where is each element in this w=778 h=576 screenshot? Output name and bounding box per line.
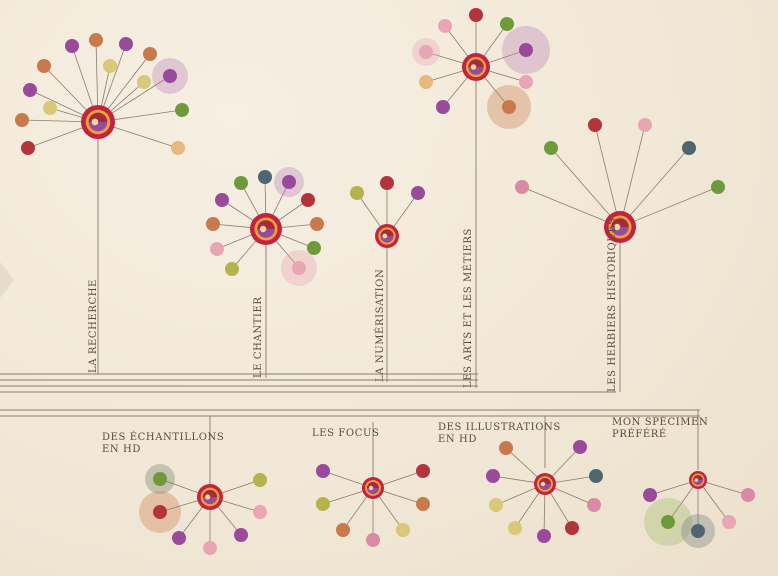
herbiers-branch-4 — [521, 186, 621, 228]
herbiers-branch-3 — [619, 147, 690, 228]
herbiers-hub-dot — [613, 223, 621, 231]
arts-node-6 — [519, 75, 533, 89]
herbiers-node-4 — [515, 180, 529, 194]
echantillons-node-4 — [172, 531, 186, 545]
left-arrow-icon[interactable] — [0, 262, 14, 298]
chantier-hub-dot — [259, 225, 267, 233]
recherche-node-13 — [171, 141, 185, 155]
recherche-node-1 — [89, 33, 103, 47]
herbiers-node-1 — [638, 118, 652, 132]
arts-node-3 — [419, 45, 433, 59]
specimen-node-4 — [691, 524, 705, 538]
specimen-node-2 — [722, 515, 736, 529]
specimen-node-1 — [741, 488, 755, 502]
illustrations-node-7 — [565, 521, 579, 535]
numerisation-node-0 — [350, 186, 364, 200]
arts-node-5 — [419, 75, 433, 89]
echantillons-node-3 — [253, 505, 267, 519]
recherche-node-7 — [137, 75, 151, 89]
recherche-hub-dot — [91, 118, 99, 126]
herbiers-node-2 — [544, 141, 558, 155]
label-les-herbiers-historiques[interactable]: LES HERBIERS HISTORIQUES — [607, 217, 618, 392]
arts-hub-dot — [470, 64, 477, 70]
chantier-node-8 — [307, 241, 321, 255]
chantier-node-2 — [282, 175, 296, 189]
chantier-node-3 — [215, 193, 229, 207]
arts-node-0 — [469, 8, 483, 22]
focus-node-5 — [416, 497, 430, 511]
focus-node-2 — [336, 523, 350, 537]
focus-node-4 — [396, 523, 410, 537]
recherche-node-5 — [103, 59, 117, 73]
recherche-node-9 — [43, 101, 57, 115]
label-le-chantier[interactable]: LE CHANTIER — [253, 296, 264, 378]
arts-node-4 — [519, 43, 533, 57]
label-mon-specimen-prefere[interactable]: MON SPÉCIMEN PRÉFÉRÉ — [612, 417, 709, 440]
illustrations-node-5 — [587, 498, 601, 512]
chantier-node-1 — [258, 170, 272, 184]
recherche-node-10 — [175, 103, 189, 117]
echantillons-hub-dot — [205, 494, 211, 500]
herbiers-branch-2 — [550, 147, 621, 228]
echantillons-node-1 — [153, 505, 167, 519]
specimen-hub-dot — [694, 478, 699, 482]
focus-node-0 — [316, 464, 330, 478]
echantillons-node-2 — [253, 473, 267, 487]
label-des-echantillons-en-hd[interactable]: DES ÉCHANTILLONS EN HD — [102, 432, 225, 455]
chantier-node-9 — [225, 262, 239, 276]
arts-node-2 — [500, 17, 514, 31]
label-des-illustrations-en-hd[interactable]: DES ILLUSTRATIONS EN HD — [438, 422, 561, 445]
echantillons-node-0 — [153, 472, 167, 486]
illustrations-node-3 — [589, 469, 603, 483]
arts-node-1 — [438, 19, 452, 33]
chantier-node-7 — [210, 242, 224, 256]
illustrations-node-1 — [573, 440, 587, 454]
herbiers-branch-1 — [619, 124, 646, 228]
label-la-recherche[interactable]: LA RECHERCHE — [88, 279, 99, 373]
recherche-node-3 — [143, 47, 157, 61]
recherche-node-2 — [119, 37, 133, 51]
label-les-focus[interactable]: LES FOCUS — [312, 428, 380, 439]
focus-hub-dot — [368, 485, 374, 491]
numerisation-node-1 — [380, 176, 394, 190]
illustrations-hub-dot — [540, 481, 546, 487]
arts-node-7 — [436, 100, 450, 114]
chantier-node-4 — [301, 193, 315, 207]
herbiers-branch-5 — [619, 186, 719, 228]
recherche-node-0 — [65, 39, 79, 53]
chantier-node-10 — [292, 261, 306, 275]
recherche-node-11 — [15, 113, 29, 127]
numerisation-hub-dot — [382, 233, 388, 239]
recherche-node-8 — [23, 83, 37, 97]
specimen-node-0 — [643, 488, 657, 502]
chantier-node-5 — [206, 217, 220, 231]
echantillons-node-6 — [234, 528, 248, 542]
chantier-node-0 — [234, 176, 248, 190]
illustrations-node-0 — [499, 441, 513, 455]
illustrations-node-2 — [486, 469, 500, 483]
recherche-node-4 — [37, 59, 51, 73]
chantier-node-6 — [310, 217, 324, 231]
numerisation-node-2 — [411, 186, 425, 200]
focus-node-3 — [366, 533, 380, 547]
illustrations-node-6 — [508, 521, 522, 535]
herbiers-node-3 — [682, 141, 696, 155]
herbiers-branch-0 — [594, 124, 621, 228]
echantillons-node-5 — [203, 541, 217, 555]
recherche-node-6 — [163, 69, 177, 83]
illustrations-node-8 — [537, 529, 551, 543]
herbiers-node-5 — [711, 180, 725, 194]
focus-node-1 — [316, 497, 330, 511]
label-les-arts-et-les-metiers[interactable]: LES ARTS ET LES MÉTIERS — [463, 227, 474, 388]
specimen-node-3 — [661, 515, 675, 529]
recherche-node-12 — [21, 141, 35, 155]
herbiers-node-0 — [588, 118, 602, 132]
label-la-numerisation[interactable]: LA NUMÉRISATION — [375, 268, 386, 382]
arts-node-8 — [502, 100, 516, 114]
illustrations-node-4 — [489, 498, 503, 512]
focus-node-6 — [416, 464, 430, 478]
